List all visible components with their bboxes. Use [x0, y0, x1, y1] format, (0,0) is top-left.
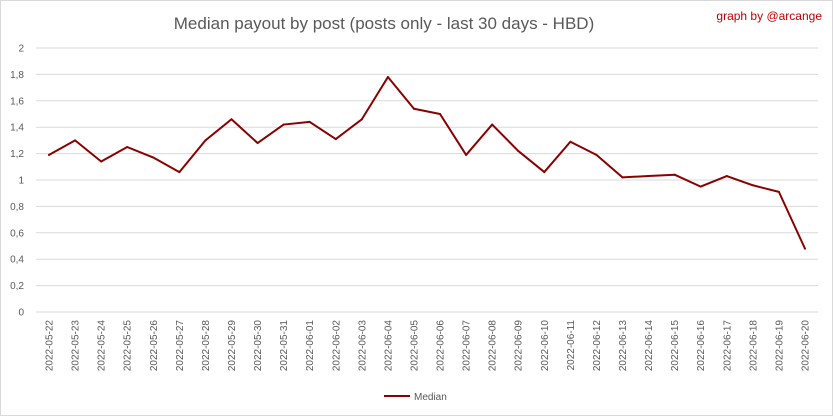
x-tick-label: 2022-06-03: [357, 320, 368, 372]
y-axis-ticks: 0 0,2 0,4 0,6 0,8 1 1,2 1,4 1,6 1,8 2: [10, 44, 24, 319]
y-tick-label: 2: [18, 44, 24, 55]
x-tick-label: 2022-06-07: [462, 320, 473, 372]
data-point: [751, 184, 754, 187]
x-tick-label: 2022-05-27: [175, 320, 186, 372]
x-tick-label: 2022-06-08: [488, 320, 499, 372]
x-tick-label: 2022-05-31: [279, 320, 290, 372]
x-tick-label: 2022-06-18: [748, 320, 759, 372]
data-point: [569, 140, 572, 143]
data-point: [517, 149, 520, 152]
legend-label-median: Median: [414, 392, 447, 403]
y-tick-label: 0: [18, 308, 24, 319]
data-point: [204, 139, 207, 142]
x-tick-label: 2022-06-15: [670, 320, 681, 372]
data-point: [74, 139, 77, 142]
y-tick-label: 1,8: [10, 70, 24, 81]
series-layer: [48, 76, 806, 250]
x-tick-label: 2022-06-11: [566, 320, 577, 371]
x-tick-label: 2022-06-17: [722, 320, 733, 372]
x-tick-label: 2022-06-10: [540, 320, 551, 372]
data-point: [334, 138, 337, 141]
legend: Median: [384, 392, 447, 403]
data-point: [256, 142, 259, 145]
x-tick-label: 2022-05-25: [123, 320, 134, 372]
data-point: [412, 107, 415, 110]
data-point: [230, 118, 233, 121]
data-point: [308, 120, 311, 123]
data-point: [178, 171, 181, 174]
x-tick-label: 2022-06-09: [514, 320, 525, 372]
data-point: [48, 153, 51, 156]
x-tick-label: 2022-06-20: [800, 320, 811, 372]
x-tick-label: 2022-06-04: [383, 320, 394, 372]
data-point: [777, 190, 780, 193]
data-point: [699, 185, 702, 188]
x-tick-label: 2022-05-26: [149, 320, 160, 372]
series-line-median: [48, 76, 806, 250]
data-point: [725, 175, 728, 178]
data-point: [152, 156, 155, 159]
x-tick-label: 2022-05-24: [97, 320, 108, 372]
data-point: [491, 123, 494, 126]
x-tick-label: 2022-06-02: [331, 320, 342, 372]
data-point: [439, 113, 442, 115]
data-point: [673, 173, 676, 176]
data-point: [465, 153, 468, 156]
data-point: [543, 171, 546, 174]
data-point: [100, 160, 103, 163]
chart-title: Median payout by post (posts only - last…: [174, 14, 594, 33]
y-tick-label: 1,4: [10, 123, 24, 134]
x-tick-label: 2022-06-16: [696, 320, 707, 372]
x-tick-label: 2022-06-06: [436, 320, 447, 372]
x-tick-label: 2022-05-29: [227, 320, 238, 372]
x-tick-label: 2022-05-23: [71, 320, 82, 372]
x-tick-label: 2022-06-01: [305, 320, 316, 372]
y-tick-label: 1: [18, 176, 24, 187]
x-tick-label: 2022-06-05: [409, 320, 420, 372]
y-tick-label: 0,4: [10, 255, 24, 266]
x-tick-label: 2022-06-14: [644, 320, 655, 372]
data-point: [126, 146, 129, 148]
x-tick-label: 2022-05-28: [201, 320, 212, 372]
x-axis-ticks: 2022-05-22 2022-05-23 2022-05-24 2022-05-25…: [45, 320, 812, 372]
chart-credit: graph by @arcange: [716, 9, 822, 23]
x-tick-label: 2022-05-30: [253, 320, 264, 372]
y-tick-label: 0,2: [10, 281, 24, 292]
x-tick-label: 2022-06-19: [774, 320, 785, 372]
x-tick-label: 2022-06-13: [618, 320, 629, 372]
data-point: [647, 175, 650, 178]
y-tick-label: 0,8: [10, 202, 24, 213]
y-tick-label: 0,6: [10, 228, 24, 239]
x-tick-label: 2022-05-22: [45, 320, 56, 372]
data-point: [386, 76, 389, 79]
data-point: [282, 123, 285, 126]
data-point: [803, 247, 806, 250]
y-tick-label: 1,6: [10, 96, 24, 107]
y-tick-label: 1,2: [10, 149, 24, 160]
data-point: [595, 153, 598, 156]
data-point: [621, 176, 624, 179]
data-point: [360, 118, 363, 121]
x-tick-label: 2022-06-12: [592, 320, 603, 372]
